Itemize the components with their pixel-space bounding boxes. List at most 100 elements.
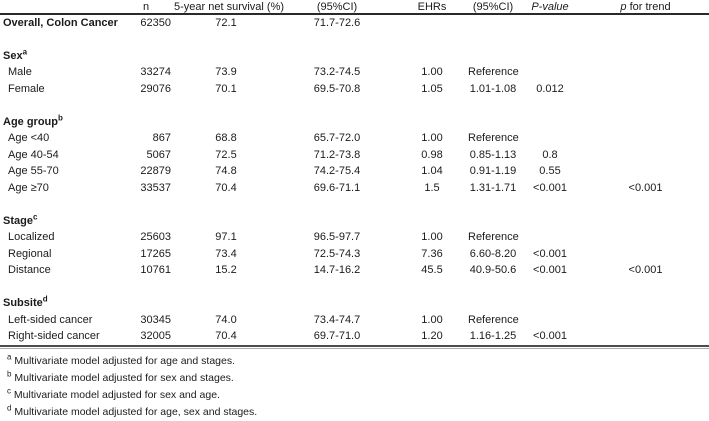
footnote-b: b Multivariate model adjusted for sex an… xyxy=(7,369,234,384)
cell-pvalue xyxy=(518,295,582,312)
cell-ptrend xyxy=(582,163,709,180)
section-row: Sexa xyxy=(0,48,709,65)
cell-ehrs: 1.5 xyxy=(424,181,440,194)
spacer-row xyxy=(0,279,709,296)
cell-ci1: 14.7-16.2 xyxy=(313,264,361,277)
table-row: Female 29076 70.1 69.5-70.8 1.05 1.01-1.08 0.0… xyxy=(0,81,709,98)
table-row: Age 55-70 22879 74.8 74.2-75.4 1.04 0.91-1.19… xyxy=(0,163,709,180)
cell-n xyxy=(118,97,174,114)
cell-n xyxy=(118,279,174,296)
cell-ci2: 40.9-50.6 xyxy=(469,264,517,277)
cell-ptrend xyxy=(582,97,709,114)
cell-ehrs: 7.36 xyxy=(421,247,443,260)
col-header-survival: 5-year net survival (%) xyxy=(174,0,285,15)
cell-ptrend xyxy=(582,31,709,48)
cell-ci2 xyxy=(468,279,518,296)
cell-ci2: 0.85-1.13 xyxy=(469,148,517,161)
cell-survival: 70.4 xyxy=(215,330,237,343)
cell-pvalue xyxy=(518,229,582,246)
cell-ci1 xyxy=(278,213,396,230)
row-label xyxy=(0,97,118,114)
row-label: Stagec xyxy=(3,212,38,227)
cell-ptrend: <0.001 xyxy=(628,181,663,194)
cell-ehrs xyxy=(396,295,468,312)
cell-survival: 72.1 xyxy=(215,17,237,29)
table-header-row: n 5-year net survival (%) (95%CI) EHRs (95%C… xyxy=(0,0,709,15)
cell-ptrend xyxy=(582,130,709,147)
col-header-label xyxy=(0,0,118,15)
footnote-d: d Multivariate model adjusted for age, s… xyxy=(7,403,258,418)
col-header-ptrend: p for trend xyxy=(582,0,709,15)
cell-pvalue: 0.8 xyxy=(542,148,558,161)
cell-ptrend xyxy=(582,81,709,98)
cell-n xyxy=(118,196,174,213)
cell-survival: 97.1 xyxy=(215,231,237,244)
cell-ci2 xyxy=(468,31,518,48)
row-label: Female xyxy=(8,82,45,95)
row-label: Age 40-54 xyxy=(8,148,59,161)
cell-ci2 xyxy=(468,213,518,230)
cell-survival: 70.1 xyxy=(215,82,237,95)
cell-ci1 xyxy=(278,295,396,312)
footnote-c: c Multivariate model adjusted for sex an… xyxy=(7,386,220,401)
results-table: n 5-year net survival (%) (95%CI) EHRs (95%C… xyxy=(0,0,709,345)
cell-pvalue xyxy=(518,196,582,213)
cell-ptrend xyxy=(582,328,709,345)
cell-ci1: 73.4-74.7 xyxy=(313,313,361,326)
section-row: Subsited xyxy=(0,295,709,312)
cell-ehrs: 1.05 xyxy=(421,82,443,95)
cell-ci2: 1.31-1.71 xyxy=(469,181,517,194)
col-header-ehrs: EHRs xyxy=(396,0,468,15)
cell-ci1: 69.6-71.1 xyxy=(313,181,361,194)
cell-pvalue: 0.55 xyxy=(539,165,561,178)
cell-ehrs xyxy=(396,97,468,114)
row-label: Left-sided cancer xyxy=(8,313,93,326)
cell-ptrend xyxy=(582,213,709,230)
cell-n: 22879 xyxy=(140,165,171,178)
cell-n xyxy=(118,295,174,312)
table-row: Distance 10761 15.2 14.7-16.2 45.5 40.9-50.6 <… xyxy=(0,262,709,279)
cell-survival xyxy=(174,48,278,65)
row-label: Right-sided cancer xyxy=(8,330,100,343)
cell-survival: 73.4 xyxy=(215,247,237,260)
cell-ptrend xyxy=(582,114,709,131)
table-bottom-rule xyxy=(0,344,709,349)
cell-n: 33537 xyxy=(140,181,171,194)
cell-ehrs xyxy=(396,213,468,230)
cell-ehrs: 0.98 xyxy=(421,148,443,161)
cell-pvalue xyxy=(518,312,582,329)
row-label: Age groupb xyxy=(3,113,63,128)
cell-survival xyxy=(174,279,278,296)
cell-pvalue: <0.001 xyxy=(533,247,567,260)
row-label: Subsited xyxy=(3,294,48,310)
cell-ci2: Reference xyxy=(468,132,519,145)
cell-ci1 xyxy=(278,31,396,48)
row-label xyxy=(0,279,118,296)
cell-ptrend xyxy=(582,295,709,312)
table-row: Left-sided cancer 30345 74.0 73.4-74.7 1.00 R… xyxy=(0,312,709,329)
cell-survival: 73.9 xyxy=(215,66,237,79)
cell-n xyxy=(118,31,174,48)
col-header-ci2: (95%CI) xyxy=(468,0,518,15)
cell-survival xyxy=(174,295,278,312)
cell-ci1 xyxy=(278,114,396,131)
cell-ci1: 69.7-71.0 xyxy=(313,330,361,343)
cell-pvalue: <0.001 xyxy=(533,264,567,277)
row-label: Age 55-70 xyxy=(8,165,59,178)
cell-survival xyxy=(174,31,278,48)
cell-ehrs xyxy=(396,14,468,31)
cell-ci1 xyxy=(278,48,396,65)
cell-ehrs xyxy=(396,196,468,213)
cell-ci1: 72.5-74.3 xyxy=(313,247,361,260)
cell-ehrs: 1.20 xyxy=(421,330,443,343)
footnote-a: a Multivariate model adjusted for age an… xyxy=(7,352,235,367)
cell-pvalue xyxy=(518,213,582,230)
footnotes: a Multivariate model adjusted for age an… xyxy=(0,349,709,421)
cell-n: 29076 xyxy=(140,82,171,95)
table-row: Overall, Colon Cancer 62350 72.1 71.7-72.6 xyxy=(0,14,709,31)
cell-n: 33274 xyxy=(140,66,171,79)
cell-ci1: 69.5-70.8 xyxy=(313,82,361,95)
cell-ci1: 74.2-75.4 xyxy=(313,165,361,178)
cell-survival xyxy=(174,196,278,213)
table-row: Localized 25603 97.1 96.5-97.7 1.00 Reference xyxy=(0,229,709,246)
